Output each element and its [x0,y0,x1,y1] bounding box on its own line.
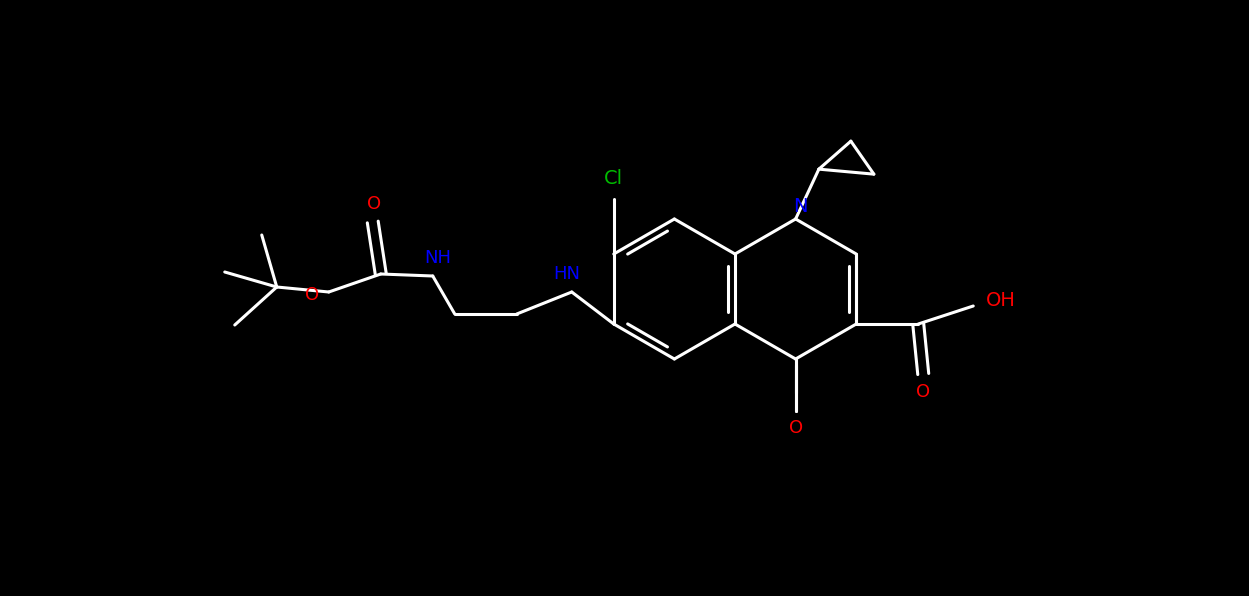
Text: NH: NH [425,249,451,267]
Text: O: O [305,286,318,304]
Text: N: N [793,197,808,216]
Text: O: O [367,195,381,213]
Text: OH: OH [987,291,1017,311]
Text: Cl: Cl [605,169,623,188]
Text: O: O [917,383,931,401]
Text: O: O [788,419,803,437]
Text: HN: HN [553,265,581,283]
